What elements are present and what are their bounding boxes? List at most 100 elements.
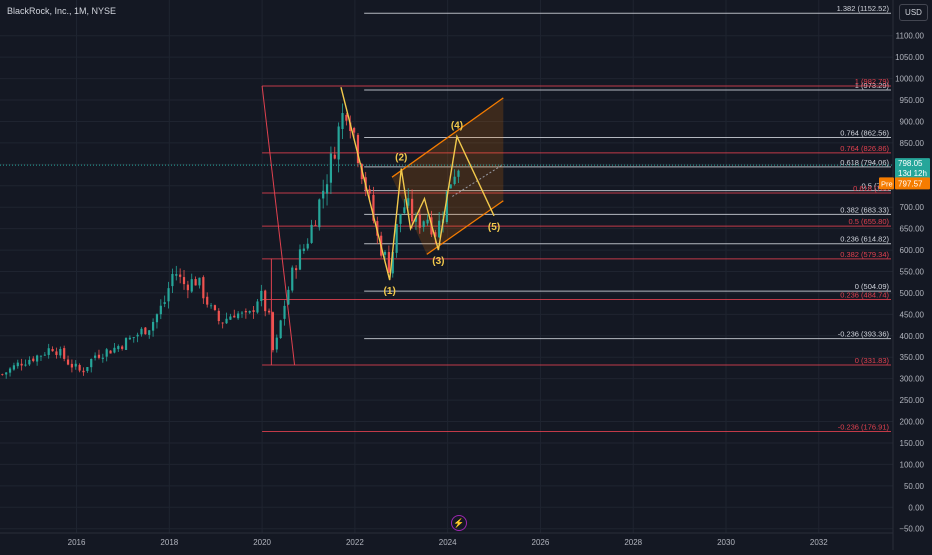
- pre-market-badge[interactable]: [895, 177, 930, 190]
- candle-body: [16, 362, 19, 367]
- candle-body: [387, 252, 390, 273]
- candle-body: [163, 302, 166, 305]
- y-tick-label: 700.00: [900, 203, 925, 212]
- candle-body: [175, 274, 178, 276]
- candle-body: [206, 296, 209, 305]
- candle-body: [128, 337, 131, 340]
- x-tick-label: 2022: [346, 538, 364, 547]
- candle-body: [39, 355, 43, 357]
- wave-label: (5): [488, 222, 500, 233]
- candle-body: [306, 243, 309, 249]
- candle-body: [136, 334, 139, 337]
- wave-label: (1): [384, 286, 396, 297]
- candle-body: [43, 354, 46, 356]
- x-tick-label: 2018: [160, 538, 178, 547]
- price-badge-countdown: 13d 12h: [898, 169, 927, 178]
- y-tick-label: 500.00: [900, 289, 925, 298]
- candle-body: [233, 315, 236, 318]
- fib-white-label: 1.382 (1152.52): [837, 4, 890, 13]
- candle-body: [70, 363, 74, 368]
- candle-body: [5, 372, 8, 375]
- candle-body: [105, 349, 108, 357]
- candle-body: [291, 267, 294, 291]
- candle-body: [63, 348, 66, 359]
- fib-red-label: -0.236 (176.91): [838, 422, 890, 431]
- y-tick-label: 400.00: [900, 332, 925, 341]
- x-tick-label: 2032: [810, 538, 828, 547]
- candle-body: [391, 251, 394, 274]
- candle-body: [403, 207, 406, 214]
- candle-body: [159, 305, 162, 315]
- wave-label: (4): [451, 120, 463, 131]
- candle-body: [407, 198, 410, 206]
- x-tick-label: 2024: [439, 538, 457, 547]
- candle-body: [225, 318, 228, 324]
- fib-red-label: 1 (982.79): [855, 77, 890, 86]
- candle-body: [438, 220, 441, 238]
- fib-red-label: 0.764 (826.86): [840, 144, 889, 153]
- pre-market-tag[interactable]: [879, 177, 894, 190]
- fib-white-label: 0.236 (614.82): [840, 235, 889, 244]
- currency-button[interactable]: USD: [899, 4, 928, 21]
- x-tick-label: 2016: [68, 538, 86, 547]
- y-tick-label: 450.00: [900, 310, 925, 319]
- candle-body: [86, 367, 89, 372]
- lightning-icon[interactable]: ⚡: [451, 515, 467, 531]
- candle-body: [155, 314, 159, 323]
- candle-body: [256, 301, 259, 313]
- candle-body: [221, 322, 224, 324]
- candle-body: [353, 128, 356, 133]
- x-tick-label: 2030: [717, 538, 735, 547]
- x-tick-label: 2028: [624, 538, 642, 547]
- y-tick-label: 1000.00: [895, 75, 924, 84]
- y-tick-label: 350.00: [900, 353, 925, 362]
- candle-body: [213, 305, 217, 310]
- candle-body: [295, 268, 298, 271]
- candle-body: [264, 290, 267, 312]
- candle-body: [47, 348, 50, 355]
- y-tick-label: 1050.00: [895, 53, 924, 62]
- candle-body: [66, 359, 70, 365]
- y-tick-label: −50.00: [899, 525, 924, 534]
- candle-body: [28, 359, 31, 365]
- candle-body: [167, 288, 170, 302]
- elliott-wave-line: [340, 86, 495, 281]
- y-tick-label: 200.00: [900, 418, 925, 427]
- candle-body: [310, 224, 313, 243]
- candle-body: [237, 313, 240, 319]
- fib-red-label: 0.382 (579.34): [840, 250, 889, 259]
- price-badge-value: 798.05: [898, 159, 923, 168]
- candle-body: [93, 355, 97, 358]
- candle-body: [121, 346, 124, 349]
- candle-body: [368, 189, 371, 194]
- fib-white-label: 0.5 (738: [861, 182, 889, 191]
- fib-white-label: 0.764 (862.56): [840, 129, 889, 138]
- candle-body: [109, 350, 112, 354]
- y-tick-label: 600.00: [900, 246, 925, 255]
- candle-body: [202, 277, 205, 299]
- candle-body: [426, 219, 429, 224]
- fib-red-label: 0.236 (484.74): [840, 290, 889, 299]
- candle-body: [279, 320, 282, 339]
- candle-body: [287, 289, 290, 305]
- wave-label: (2): [395, 153, 407, 164]
- candle-body: [90, 358, 93, 368]
- candle-body: [194, 279, 197, 286]
- candle-body: [399, 214, 402, 224]
- candle-body: [275, 337, 278, 350]
- fib-red-label: 0.5 (655.80): [849, 217, 890, 226]
- y-tick-label: 150.00: [900, 439, 925, 448]
- price-badge[interactable]: [895, 158, 930, 181]
- candle-body: [24, 364, 27, 366]
- candle-body: [12, 365, 16, 370]
- fib-white-label: 0 (504.09): [855, 282, 890, 291]
- candle-body: [329, 153, 333, 183]
- candle-body: [414, 216, 418, 222]
- y-tick-label: 0.00: [908, 503, 924, 512]
- candle-body: [59, 348, 62, 356]
- candle-body: [345, 114, 348, 121]
- fib-red-label: 0.618 (733: [853, 184, 889, 193]
- candle-body: [179, 274, 182, 277]
- candle-body: [252, 310, 255, 312]
